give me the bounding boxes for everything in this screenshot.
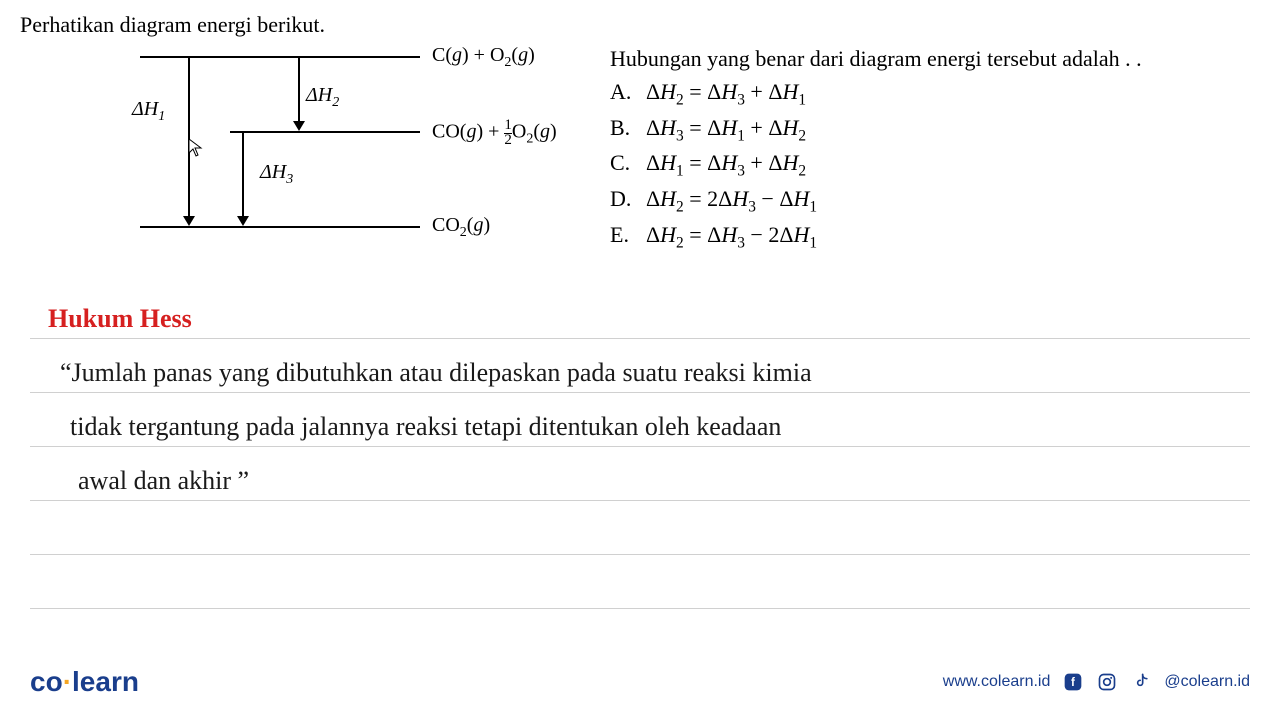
arrow-dh3 — [242, 131, 244, 222]
option-letter: C. — [610, 147, 646, 183]
options-list: A. ΔH2 = ΔH3 + ΔH1 B. ΔH3 = ΔH1 + ΔH2 C.… — [610, 76, 1260, 255]
hw-title: Hukum Hess — [48, 304, 192, 334]
logo-text-1: co — [30, 666, 63, 697]
option-letter: E. — [610, 219, 646, 255]
tiktok-icon[interactable] — [1130, 671, 1152, 693]
energy-diagram: C(g) + O2(g) CO(g) + 12O2(g) CO2(g) ΔH1 … — [20, 46, 600, 246]
handwriting-area: Hukum Hess “Jumlah panas yang dibutuhkan… — [0, 285, 1280, 609]
option-expr: ΔH2 = ΔH3 + ΔH1 — [646, 76, 806, 112]
option-c[interactable]: C. ΔH1 = ΔH3 + ΔH2 — [610, 147, 1260, 183]
arrow-dh1 — [188, 56, 190, 222]
energy-level-mid — [230, 131, 420, 133]
option-d[interactable]: D. ΔH2 = 2ΔH3 − ΔH1 — [610, 183, 1260, 219]
svg-text:f: f — [1071, 676, 1075, 689]
label-dh2: ΔH2 — [306, 84, 339, 111]
arrow-dh3-head — [237, 216, 249, 226]
option-e[interactable]: E. ΔH2 = ΔH3 − 2ΔH1 — [610, 219, 1260, 255]
facebook-icon[interactable]: f — [1062, 671, 1084, 693]
arrow-dh2 — [298, 56, 300, 127]
energy-level-top — [140, 56, 420, 58]
cursor-icon — [188, 138, 204, 163]
species-mid: CO(g) + 12O2(g) — [432, 119, 557, 148]
arrow-dh1-head — [183, 216, 195, 226]
species-top: C(g) + O2(g) — [432, 44, 535, 71]
logo-text-2: learn — [72, 666, 139, 697]
option-expr: ΔH3 = ΔH1 + ΔH2 — [646, 112, 806, 148]
species-bottom: CO2(g) — [432, 214, 490, 241]
option-letter: D. — [610, 183, 646, 219]
question-text: Hubungan yang benar dari diagram energi … — [610, 46, 1260, 72]
option-expr: ΔH1 = ΔH3 + ΔH2 — [646, 147, 806, 183]
option-expr: ΔH2 = ΔH3 − 2ΔH1 — [646, 219, 817, 255]
option-a[interactable]: A. ΔH2 = ΔH3 + ΔH1 — [610, 76, 1260, 112]
footer: co·learn www.colearn.id f @colearn.id — [0, 666, 1280, 698]
footer-url[interactable]: www.colearn.id — [943, 673, 1051, 691]
hw-line-1: “Jumlah panas yang dibutuhkan atau dilep… — [60, 358, 812, 388]
option-letter: A. — [610, 76, 646, 112]
footer-handle[interactable]: @colearn.id — [1164, 673, 1250, 691]
logo: co·learn — [30, 666, 139, 698]
hw-line-3: awal dan akhir ” — [78, 466, 249, 496]
option-b[interactable]: B. ΔH3 = ΔH1 + ΔH2 — [610, 112, 1260, 148]
instagram-icon[interactable] — [1096, 671, 1118, 693]
arrow-dh2-head — [293, 121, 305, 131]
label-dh3: ΔH3 — [260, 161, 293, 188]
label-dh1: ΔH1 — [132, 98, 165, 125]
energy-level-bottom — [140, 226, 420, 228]
hw-line-2: tidak tergantung pada jalannya reaksi te… — [70, 412, 781, 442]
option-letter: B. — [610, 112, 646, 148]
instruction-text: Perhatikan diagram energi berikut. — [20, 12, 1260, 38]
option-expr: ΔH2 = 2ΔH3 − ΔH1 — [646, 183, 817, 219]
logo-dot: · — [63, 666, 72, 697]
